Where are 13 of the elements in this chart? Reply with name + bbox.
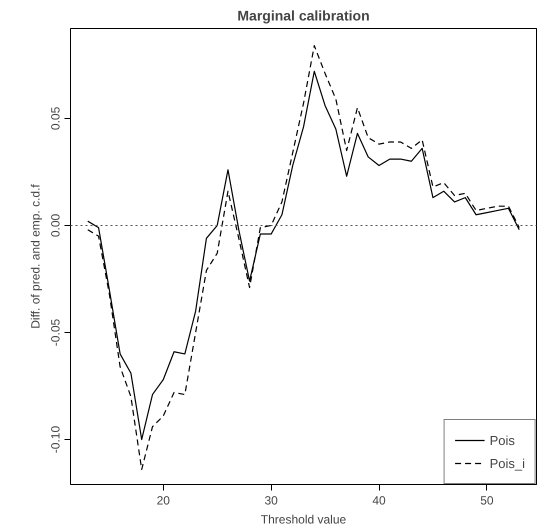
x-axis-title: Threshold value xyxy=(260,512,347,526)
y-tick-label: -0.10 xyxy=(48,426,62,454)
x-tick-label: 50 xyxy=(480,494,494,508)
legend-label: Pois_i xyxy=(490,456,525,470)
x-tick-label: 40 xyxy=(372,494,386,508)
y-tick-label: -0.05 xyxy=(48,318,62,346)
chart-title: Marginal calibration xyxy=(237,8,370,24)
y-tick-label: 0.05 xyxy=(48,106,62,130)
legend-label: Pois xyxy=(490,432,515,448)
y-axis-title: Diff. of pred. and emp. c.d.f xyxy=(28,184,42,329)
y-tick-label: 0.00 xyxy=(48,213,62,238)
x-tick-label: 30 xyxy=(264,494,278,508)
x-tick-label: 20 xyxy=(156,494,170,508)
